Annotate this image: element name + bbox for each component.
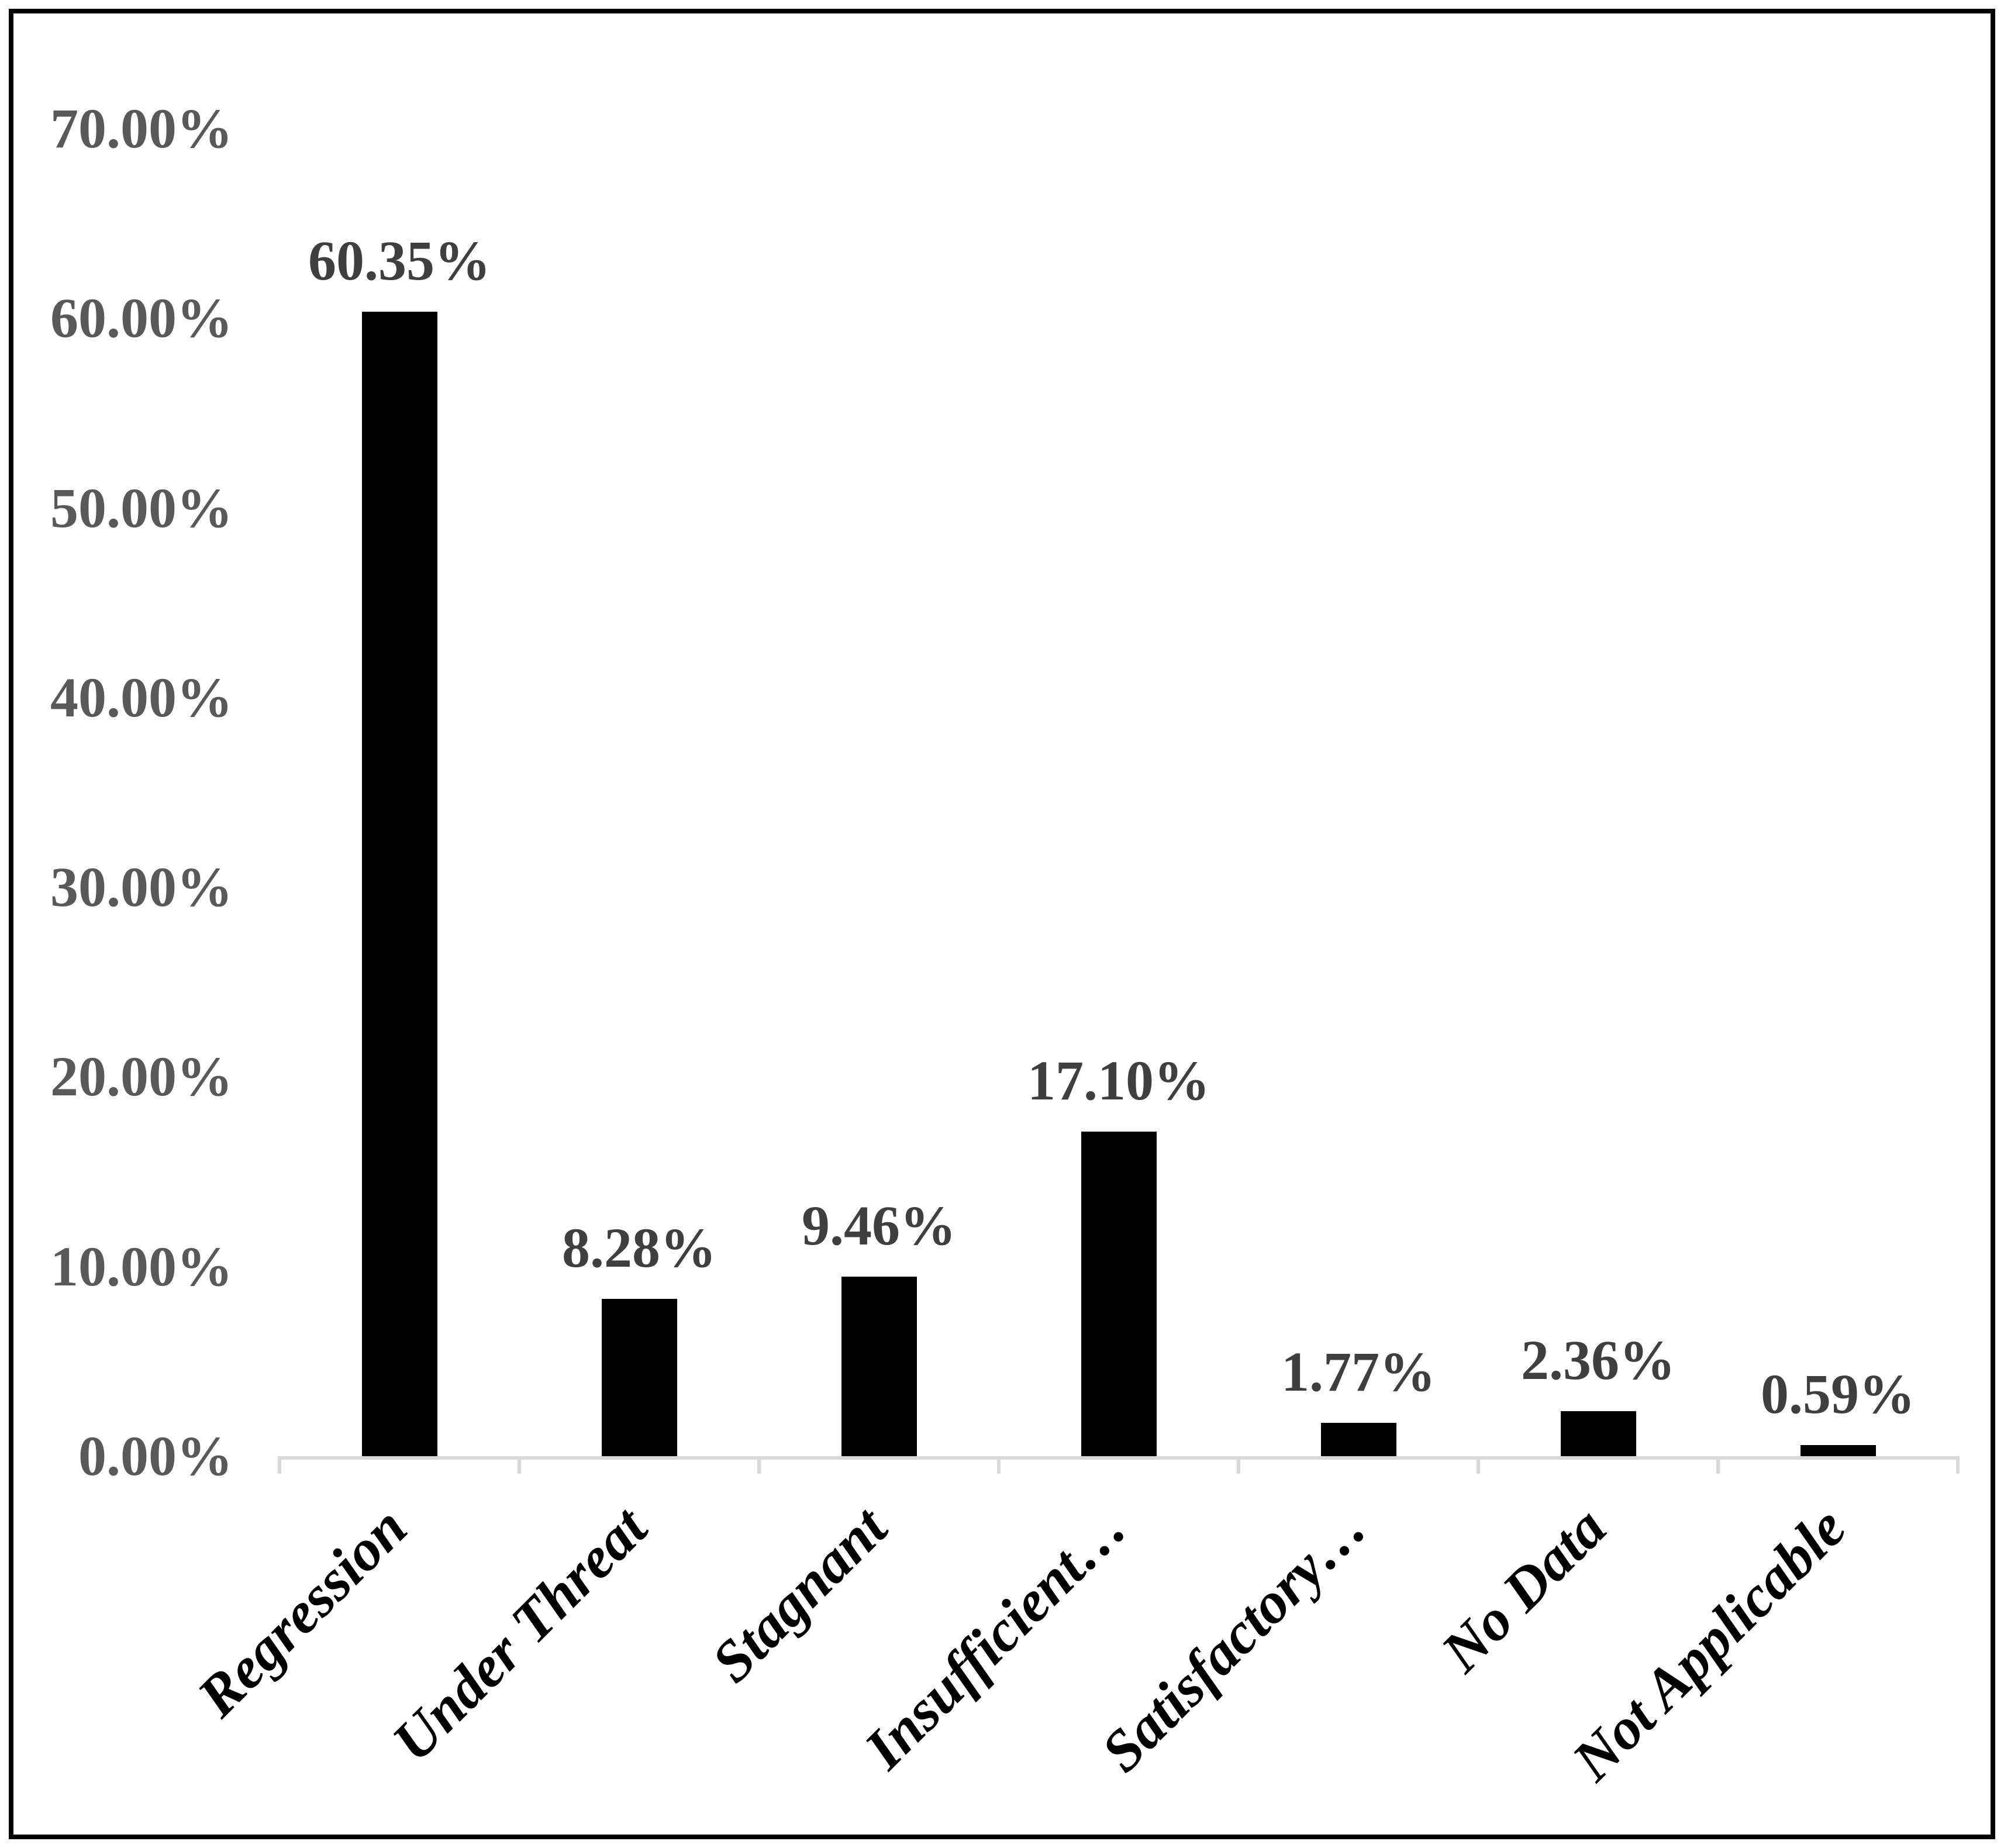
bar-value-label: 0.59% bbox=[1761, 1363, 1915, 1425]
x-axis-line bbox=[280, 1456, 1958, 1460]
bar bbox=[601, 1299, 677, 1456]
x-axis-tick-mark bbox=[278, 1456, 281, 1474]
y-axis-tick-label: 0.00% bbox=[78, 1425, 233, 1487]
y-axis-tick-label: 60.00% bbox=[50, 287, 233, 350]
y-axis-tick-label: 50.00% bbox=[50, 476, 233, 539]
bar-value-label: 60.35% bbox=[308, 229, 491, 292]
bar-value-label: 9.46% bbox=[802, 1194, 956, 1257]
bar bbox=[1081, 1132, 1157, 1456]
bar bbox=[1800, 1445, 1876, 1456]
bar-value-label: 8.28% bbox=[562, 1216, 716, 1279]
y-axis-tick-label: 70.00% bbox=[50, 96, 233, 160]
x-axis-tick-mark bbox=[997, 1456, 1001, 1474]
y-axis-tick-label: 10.00% bbox=[50, 1235, 233, 1298]
bar bbox=[361, 312, 437, 1456]
x-axis-tick-mark bbox=[1956, 1456, 1960, 1474]
bar-value-label: 2.36% bbox=[1521, 1329, 1675, 1391]
bar bbox=[841, 1277, 917, 1456]
x-axis-tick-mark bbox=[1477, 1456, 1480, 1474]
chart-border-frame bbox=[9, 9, 1995, 1839]
bar bbox=[1320, 1423, 1396, 1456]
y-axis-tick-label: 30.00% bbox=[50, 856, 233, 919]
bar-value-label: 1.77% bbox=[1281, 1340, 1436, 1403]
x-axis-tick-mark bbox=[1237, 1456, 1240, 1474]
y-axis-tick-label: 20.00% bbox=[50, 1045, 233, 1108]
y-axis-tick-label: 40.00% bbox=[50, 666, 233, 729]
x-axis-tick-mark bbox=[518, 1456, 521, 1474]
x-axis-tick-mark bbox=[757, 1456, 761, 1474]
bar-value-label: 17.10% bbox=[1027, 1049, 1210, 1112]
x-axis-tick-mark bbox=[1716, 1456, 1720, 1474]
bar bbox=[1560, 1411, 1636, 1456]
